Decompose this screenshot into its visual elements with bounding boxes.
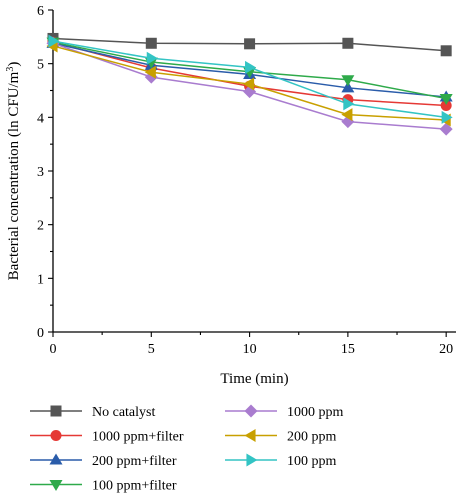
y-tick-label: 0 [37,326,44,341]
y-tick-label: 1 [37,272,44,287]
legend-item-no-catalyst: No catalyst [30,405,155,420]
data-point-200-ppm [243,77,255,91]
legend-label: 100 ppm [287,454,337,469]
legend-item-200-ppm: 200 ppm [225,429,337,445]
series-200-ppm [46,39,451,127]
x-tick-label: 20 [439,342,453,357]
data-point-no-catalyst [145,37,157,49]
data-point-100-ppm-filter [341,75,355,87]
legend-item-100-ppm-filter: 100 ppm+filter [30,479,177,494]
y-tick-label: 4 [37,111,44,126]
data-point-1000-ppm [439,122,453,136]
data-point-200-ppm [144,65,156,79]
legend-marker [244,429,256,442]
x-tick-label: 15 [341,342,355,357]
y-axis-title-superscript: 3 [5,67,16,72]
y-tick-label: 6 [37,4,44,19]
data-point-200-ppm [341,108,353,122]
legend-marker [49,479,63,491]
y-axis-title-main: Bacterial concentration (ln CFU/m [6,71,22,280]
legend-label: 1000 ppm+filter [92,430,184,445]
y-tick-label: 2 [37,219,44,234]
legend-label: 200 ppm [287,430,337,445]
data-point-no-catalyst [244,38,256,50]
x-tick-label: 0 [50,342,57,357]
data-point-100-ppm [441,110,453,124]
x-tick-label: 10 [243,342,257,357]
legend-label: 100 ppm+filter [92,479,177,494]
y-tick-label: 3 [37,165,44,180]
data-point-100-ppm [146,51,158,65]
legend-label: No catalyst [92,405,155,420]
legend-item-1000-ppm-filter: 1000 ppm+filter [30,430,184,445]
legend-marker [244,404,258,418]
series-layer [46,32,453,136]
series-line-100-ppm [52,40,447,119]
data-point-no-catalyst [342,37,354,49]
y-axis-title: Bacterial concentration (ln CFU/m3) [5,62,22,281]
legend-item-200-ppm-filter: 200 ppm+filter [30,453,177,469]
legend: No catalyst 1000 ppm+filter 200 ppm+filter… [30,404,344,494]
x-tick-label: 5 [148,342,155,357]
data-point-100-ppm [343,97,355,111]
x-axis-title: Time (min) [220,371,288,387]
data-point-100-ppm [245,60,257,74]
y-axis-title-close: ) [6,62,22,67]
legend-label: 1000 ppm [287,405,344,420]
data-point-100-ppm [48,34,60,48]
data-point-100-ppm-filter [439,94,453,106]
series-100-ppm [48,34,453,124]
legend-item-1000-ppm: 1000 ppm [225,404,344,420]
legend-marker [50,405,62,417]
axes: 0 5 10 15 20 0 1 2 3 4 5 6 [37,4,456,357]
legend-marker [246,453,258,467]
y-tick-label: 5 [37,58,44,73]
data-point-1000-ppm-filter [440,100,452,112]
data-point-200-ppm-filter [341,81,355,93]
data-point-no-catalyst [440,45,452,57]
legend-marker [49,453,63,465]
legend-label: 200 ppm+filter [92,454,177,469]
legend-marker [50,430,62,441]
legend-item-100-ppm: 100 ppm [225,453,337,469]
